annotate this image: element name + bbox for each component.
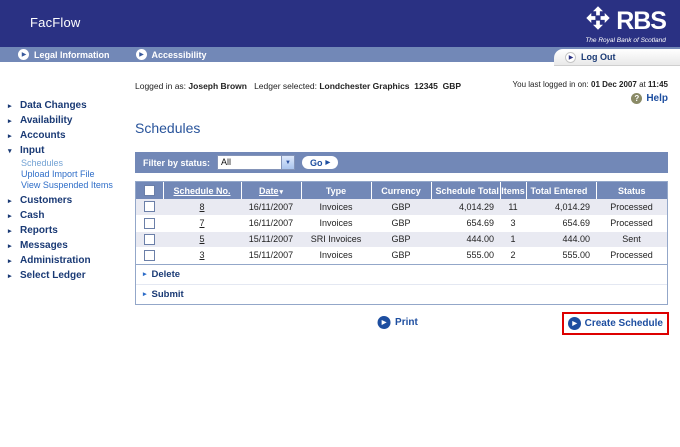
bottom-action-bar: ▶ Print ▶ Create Schedule <box>135 311 669 340</box>
sidebar-item-customers[interactable]: ▸ Customers <box>8 195 73 206</box>
row-checkbox[interactable] <box>144 217 155 229</box>
table-header-row: Schedule No. Date▾ Type Currency Schedul… <box>136 182 667 199</box>
sidebar-nav: ▸ Data Changes ▸ Availability ▸ Accounts… <box>8 98 132 283</box>
arrow-right-icon: ▶ <box>325 160 331 166</box>
dropdown-arrow-icon: ▼ <box>281 156 295 169</box>
go-button[interactable]: Go ▶ <box>302 156 339 169</box>
rbs-logotype: RBS <box>616 6 667 35</box>
schedule-link[interactable]: 7 <box>199 218 205 228</box>
chevron-right-icon: ▸ <box>8 227 12 235</box>
status-cell: Processed <box>596 199 667 216</box>
utility-nav-bar: ▶ Legal Information ▶ Accessibility <box>0 47 680 62</box>
help-button[interactable]: ? Help <box>631 93 668 104</box>
sidebar-subitem-view-suspended-items[interactable]: View Suspended Items <box>21 180 113 190</box>
page-title: Schedules <box>135 120 201 136</box>
sidebar-item-availability[interactable]: ▸ Availability <box>8 115 73 126</box>
sidebar-item-input[interactable]: ▾ Input <box>8 145 45 156</box>
chevron-right-icon: ▸ <box>8 197 12 205</box>
print-button[interactable]: ▶ Print <box>377 315 418 329</box>
sidebar-item-messages[interactable]: ▸ Messages <box>8 240 68 251</box>
chevron-right-icon: ▸ <box>8 242 12 250</box>
schedules-table: Schedule No. Date▾ Type Currency Schedul… <box>136 182 667 264</box>
chevron-right-icon: ▸ <box>8 272 12 280</box>
filter-label: Filter by status: <box>143 157 211 168</box>
schedule-link[interactable]: 8 <box>199 201 205 212</box>
table-row: 5 15/11/2007 SRI Invoices GBP 444.00 1 4… <box>136 231 667 248</box>
row-checkbox[interactable] <box>144 233 155 245</box>
ledger-selected: Londchester Graphics 12345 GBP <box>319 81 462 91</box>
select-all-checkbox[interactable] <box>143 185 155 197</box>
submit-button[interactable]: ▸ Submit <box>136 283 667 304</box>
rbs-tagline: The Royal Bank of Scotland <box>585 37 666 44</box>
status-filter-select[interactable]: All ▼ <box>217 155 296 170</box>
session-info: Logged in as: Joseph Brown Ledger select… <box>135 81 462 91</box>
input-submenu: Schedules Upload Import File View Suspen… <box>21 158 132 191</box>
row-checkbox[interactable] <box>144 201 155 213</box>
rbs-daisy-icon <box>585 5 611 36</box>
status-cell: Sent <box>596 231 667 248</box>
app-header: FacFlow RBS The Royal Bank of Scotland <box>0 0 680 47</box>
main-content: Schedules Filter by status: All ▼ Go ▶ S… <box>135 120 669 340</box>
question-mark-icon: ? <box>631 93 643 104</box>
filter-bar: Filter by status: All ▼ Go ▶ <box>135 152 668 173</box>
table-row: 3 15/11/2007 Invoices GBP 555.00 2 555.0… <box>136 247 667 264</box>
schedule-link[interactable]: 3 <box>199 250 205 260</box>
table-row: 8 16/11/2007 Invoices GBP 4,014.29 11 4,… <box>136 199 667 216</box>
sidebar-item-cash[interactable]: ▸ Cash <box>8 210 45 221</box>
sidebar-subitem-schedules[interactable]: Schedules <box>21 158 64 168</box>
arrow-circle-icon: ▶ <box>565 51 576 63</box>
schedule-link[interactable]: 5 <box>199 234 205 244</box>
logged-in-user: Joseph Brown <box>188 81 247 91</box>
status-cell: Processed <box>596 247 667 264</box>
chevron-right-icon: ▸ <box>8 117 12 125</box>
row-checkbox[interactable] <box>144 249 155 261</box>
delete-button[interactable]: ▸ Delete <box>136 263 667 284</box>
sidebar-item-select-ledger[interactable]: ▸ Select Ledger <box>8 270 86 281</box>
app-title: FacFlow <box>30 15 81 30</box>
chevron-right-icon: ▸ <box>8 257 12 265</box>
chevron-right-icon: ▸ <box>8 132 12 140</box>
sort-desc-icon: ▾ <box>279 188 284 196</box>
chevron-down-icon: ▾ <box>8 147 12 155</box>
accessibility-link[interactable]: ▶ Accessibility <box>135 49 207 60</box>
sidebar-subitem-upload-import-file[interactable]: Upload Import File <box>21 169 95 179</box>
arrow-right-icon: ▸ <box>143 271 147 278</box>
sidebar-item-administration[interactable]: ▸ Administration <box>8 255 91 266</box>
arrow-circle-icon: ▶ <box>377 315 391 329</box>
arrow-circle-icon: ▶ <box>18 49 29 60</box>
logout-button[interactable]: ▶ Log Out <box>554 49 680 66</box>
last-login-info: You last logged in on: 01 Dec 2007 at 11… <box>512 80 668 89</box>
schedules-table-container: Schedule No. Date▾ Type Currency Schedul… <box>135 181 668 305</box>
sidebar-item-reports[interactable]: ▸ Reports <box>8 225 58 236</box>
arrow-circle-icon: ▶ <box>135 49 147 60</box>
arrow-right-icon: ▸ <box>143 291 147 298</box>
arrow-circle-icon: ▶ <box>567 316 581 330</box>
chevron-right-icon: ▸ <box>8 102 12 110</box>
rbs-logo: RBS The Royal Bank of Scotland <box>585 5 667 44</box>
sidebar-item-data-changes[interactable]: ▸ Data Changes <box>8 100 87 111</box>
chevron-right-icon: ▸ <box>8 212 12 220</box>
sort-schedule-no[interactable]: Schedule No. <box>173 185 231 196</box>
legal-information-link[interactable]: ▶ Legal Information <box>18 49 110 60</box>
status-cell: Processed <box>596 215 667 232</box>
table-row: 7 16/11/2007 Invoices GBP 654.69 3 654.6… <box>136 215 667 232</box>
sort-date[interactable]: Date <box>258 185 279 196</box>
create-schedule-button[interactable]: ▶ Create Schedule <box>561 311 669 335</box>
sidebar-item-accounts[interactable]: ▸ Accounts <box>8 130 66 141</box>
